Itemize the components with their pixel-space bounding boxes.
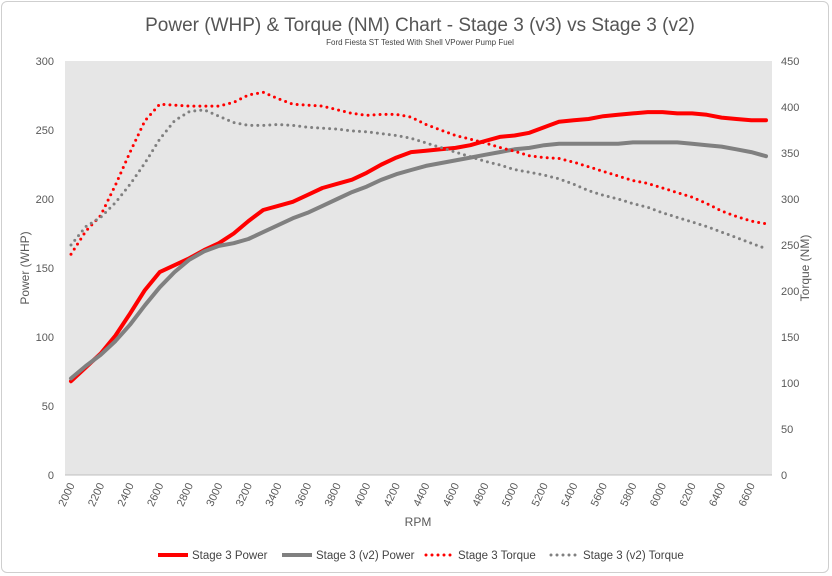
y-right-tick-label: 200 (781, 286, 799, 298)
y-left-tick-label: 200 (36, 194, 54, 206)
x-tick-label: 3800 (323, 481, 344, 508)
chart-subtitle: Ford Fiesta ST Tested With Shell VPower … (326, 38, 514, 47)
y-right-tick-label: 50 (781, 424, 793, 436)
x-tick-label: 4400 (411, 481, 432, 508)
x-tick-label: 5800 (618, 481, 639, 508)
y-left-tick-label: 50 (42, 401, 54, 413)
x-tick-label: 5400 (559, 481, 580, 508)
x-tick-label: 3000 (204, 481, 225, 508)
x-tick-label: 5600 (589, 481, 610, 508)
x-tick-label: 2600 (145, 481, 166, 508)
x-tick-label: 4000 (352, 481, 373, 508)
x-tick-label: 4600 (441, 481, 462, 508)
series-line-2 (69, 140, 768, 381)
y-right-tick-label: 250 (781, 240, 799, 252)
x-tick-label: 5200 (530, 481, 551, 508)
x-tick-label: 6200 (678, 481, 699, 508)
x-tick-label: 4200 (382, 481, 403, 508)
x-tick-label: 2800 (175, 481, 196, 508)
series-line-4 (69, 108, 768, 251)
x-tick-label: 3200 (234, 481, 255, 508)
y-left-tick-label: 100 (36, 332, 54, 344)
y-right-tick-label: 150 (781, 332, 799, 344)
y-right-tick-labels: 0 50 100 150 200 250 300 350 400 450 (781, 56, 799, 482)
x-axis-title: RPM (405, 515, 432, 529)
y-right-axis-title: Torque (NM) (798, 235, 812, 302)
y-left-tick-label: 150 (36, 263, 54, 275)
y-right-tick-label: 400 (781, 102, 799, 114)
chart-title: Power (WHP) & Torque (NM) Chart - Stage … (145, 15, 695, 36)
x-tick-label: 3600 (293, 481, 314, 508)
y-right-tick-label: 450 (781, 56, 799, 68)
legend-label-1: Stage 3 Power (192, 550, 268, 562)
y-right-tick-label: 300 (781, 194, 799, 206)
legend-label-2: Stage 3 (v2) Power (316, 550, 415, 562)
x-tick-labels: 2000 2200 2400 2600 2800 3000 3200 3400 3600 3800… (56, 481, 757, 508)
x-tick-label: 2000 (56, 481, 77, 508)
legend-label-3: Stage 3 Torque (458, 550, 536, 562)
x-tick-label: 3400 (263, 481, 284, 508)
y-right-tick-label: 100 (781, 378, 799, 390)
y-left-axis-title: Power (WHP) (18, 231, 32, 304)
y-right-tick-label: 350 (781, 148, 799, 160)
legend-label-4: Stage 3 (v2) Torque (583, 550, 684, 562)
x-tick-label: 6000 (648, 481, 669, 508)
plot-area (65, 61, 772, 475)
y-left-tick-label: 0 (48, 470, 54, 482)
y-left-tick-label: 300 (36, 56, 54, 68)
x-tick-label: 6400 (707, 481, 728, 508)
series-layer (69, 90, 768, 384)
series-line-3 (69, 90, 768, 256)
x-tick-label: 6600 (737, 481, 758, 508)
x-tick-label: 5000 (500, 481, 521, 508)
y-left-tick-label: 250 (36, 125, 54, 137)
y-right-tick-label: 0 (781, 470, 787, 482)
x-tick-label: 4800 (470, 481, 491, 508)
x-tick-label: 2400 (116, 481, 137, 508)
y-left-tick-labels: 0 50 100 150 200 250 300 (36, 56, 54, 482)
legend: Stage 3 Power Stage 3 (v2) Power Stage 3 T… (158, 550, 684, 562)
x-tick-label: 2200 (86, 481, 107, 508)
